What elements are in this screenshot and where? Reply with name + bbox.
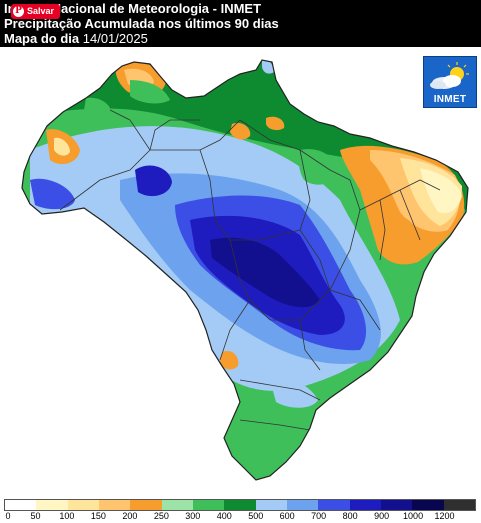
legend-swatch — [255, 500, 287, 510]
save-label: Salvar — [27, 6, 55, 16]
header-date: 14/01/2025 — [82, 31, 148, 46]
legend-tick-label: 1000 — [403, 511, 424, 521]
precipitation-fields — [22, 60, 468, 480]
legend-swatch — [130, 500, 162, 510]
legend-swatch — [349, 500, 381, 510]
legend-tick-label: 800 — [342, 511, 358, 521]
legend-swatch — [98, 500, 131, 510]
logo-text: INMET — [433, 94, 467, 105]
legend-tick-label: 50 — [30, 511, 41, 521]
legend-tick-label: 250 — [153, 511, 169, 521]
header-line-2: Precipitação Acumulada nos últimos 90 di… — [4, 16, 279, 31]
legend-swatch — [286, 500, 319, 510]
legend-tick-label: 0 — [5, 511, 11, 521]
legend-swatch — [380, 500, 413, 510]
legend-tick-label: 300 — [185, 511, 201, 521]
legend-tick-label: 1200 — [434, 511, 455, 521]
pinterest-icon: P — [13, 6, 24, 17]
state-borders — [59, 109, 441, 431]
header-line-3: Mapa do dia 14/01/2025 — [4, 31, 148, 46]
legend-tick-label: 400 — [216, 511, 232, 521]
map-header: In Nacional de Meteorologia - INMET Preci… — [0, 0, 481, 47]
precipitation-map — [21, 59, 469, 481]
legend-swatch — [36, 500, 68, 510]
legend-tick-label: 700 — [311, 511, 327, 521]
legend-swatch — [224, 500, 256, 510]
header-line-1-prefix: In — [4, 1, 16, 16]
legend: 0 50 100 150 200 250 300 400 500 600 700 800 900 1000… — [4, 499, 476, 523]
legend-swatch — [67, 500, 99, 510]
legend-tick-label: 600 — [279, 511, 295, 521]
header-date-label: Mapa do dia — [4, 31, 80, 46]
legend-swatch — [161, 500, 193, 510]
legend-swatch — [192, 500, 225, 510]
legend-tick-label: 100 — [59, 511, 75, 521]
legend-color-bar — [4, 499, 476, 511]
header-line-1: In Nacional de Meteorologia - INMET — [4, 1, 261, 16]
legend-tick-label: 200 — [122, 511, 138, 521]
inmet-logo: INMET — [423, 56, 477, 108]
weather-icon — [430, 62, 469, 89]
legend-tick-label: 900 — [374, 511, 390, 521]
legend-swatch — [412, 500, 444, 510]
legend-tick-label: 500 — [248, 511, 264, 521]
legend-swatch — [443, 500, 475, 510]
header-line-1-text: Nacional de Meteorologia - INMET — [51, 1, 262, 16]
pinterest-save-button[interactable]: P Salvar — [11, 4, 61, 19]
legend-tick-label: 150 — [90, 511, 106, 521]
legend-swatch — [318, 500, 350, 510]
legend-swatch — [5, 500, 37, 510]
